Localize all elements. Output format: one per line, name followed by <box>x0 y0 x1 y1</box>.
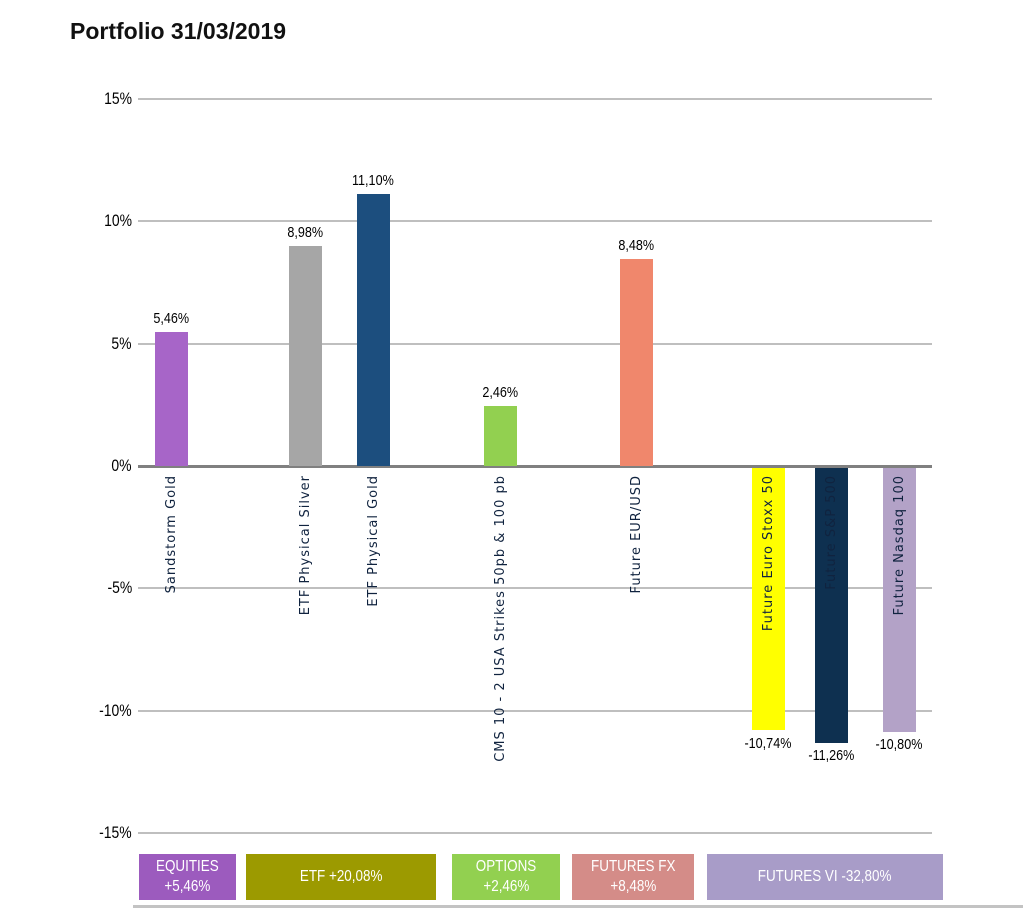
legend-item-text: EQUITIES <box>156 858 219 875</box>
legend-item-text: ETF +20,08% <box>299 868 383 885</box>
legend-item-text: +8,48% <box>610 878 656 895</box>
chart-legend: EQUITIES +5,46% ETF +20,08% OPTIONS +2,46% FU… <box>133 848 1023 908</box>
y-tick-label-5: -5% <box>107 578 132 598</box>
legend-item-text: OPTIONS <box>475 858 537 875</box>
bar-cms-10-2-usa-strikes-50pb-100-pb <box>483 405 517 466</box>
y-tick-label-15: 15% <box>104 89 132 108</box>
bar-category-label-future-s-p-500: Future S&P 500 <box>823 475 839 590</box>
legend-item-futures-vi: FUTURES VI -32,80% <box>707 854 943 900</box>
legend-item-equities: EQUITIES +5,46% <box>139 854 236 900</box>
legend-item-etf-20-08: ETF +20,08% <box>246 854 436 900</box>
legend-item-options: OPTIONS +2,46% <box>452 854 560 900</box>
gridline-10 <box>138 709 932 712</box>
zero-axis-line <box>138 464 932 468</box>
gridline-15 <box>138 98 932 100</box>
legend-item-text: +2,46% <box>483 878 529 895</box>
bar-category-label-etf-physical-gold: ETF Physical Gold <box>365 475 381 607</box>
bar-value-label-cms-10-2-usa-strikes-50pb-100-pb: 2,46% <box>482 383 518 401</box>
legend-item-text: FUTURES FX <box>590 858 676 875</box>
bar-future-eur-usd <box>619 258 653 466</box>
bar-value-label-future-nasdaq-100: -10,80% <box>875 736 923 754</box>
bar-future-s-p-500 <box>814 467 848 743</box>
y-tick-label-15: -15% <box>99 823 132 842</box>
bar-category-label-etf-physical-silver: ETF Physical Silver <box>297 475 313 616</box>
bar-future-nasdaq-100 <box>882 467 916 732</box>
legend-item-futures-fx: FUTURES FX +8,48% <box>572 854 694 900</box>
y-tick-label-10: -10% <box>99 700 132 720</box>
bar-category-label-cms-10-2-usa-strikes-50pb-100-pb: CMS 10 - 2 USA Strikes 50pb & 100 pb <box>492 475 508 762</box>
chart-title: Portfolio 31/03/2019 <box>70 18 287 44</box>
bar-category-label-sandstorm-gold: Sandstorm Gold <box>163 475 179 594</box>
bar-value-label-future-eur-usd: 8,48% <box>618 236 654 254</box>
bar-category-label-future-nasdaq-100: Future Nasdaq 100 <box>891 475 907 616</box>
gridline-10 <box>138 220 932 223</box>
legend-item-text: +5,46% <box>164 878 211 895</box>
gridline-15 <box>138 832 932 834</box>
bar-value-label-etf-physical-silver: 8,98% <box>287 224 323 242</box>
bar-category-label-future-eur-usd: Future EUR/USD <box>628 475 644 594</box>
bar-category-label-future-euro-stoxx-50: Future Euro Stoxx 50 <box>760 475 776 632</box>
gridline-5 <box>138 587 932 590</box>
gridline-5 <box>138 342 932 345</box>
bar-value-label-future-euro-stoxx-50: -10,74% <box>744 734 792 752</box>
bar-value-label-etf-physical-gold: 11,10% <box>352 172 394 190</box>
bar-sandstorm-gold <box>154 332 188 466</box>
y-tick-label-0: 0% <box>111 456 132 475</box>
bar-future-euro-stoxx-50 <box>751 467 785 731</box>
bar-etf-physical-silver <box>288 246 322 466</box>
bar-value-label-future-s-p-500: -11,26% <box>807 747 854 765</box>
legend-item-text: FUTURES VI -32,80% <box>758 868 892 885</box>
y-tick-label-5: 5% <box>111 333 132 353</box>
bar-value-label-sandstorm-gold: 5,46% <box>153 310 189 328</box>
y-tick-label-10: 10% <box>104 211 132 231</box>
bar-etf-physical-gold <box>356 194 390 466</box>
